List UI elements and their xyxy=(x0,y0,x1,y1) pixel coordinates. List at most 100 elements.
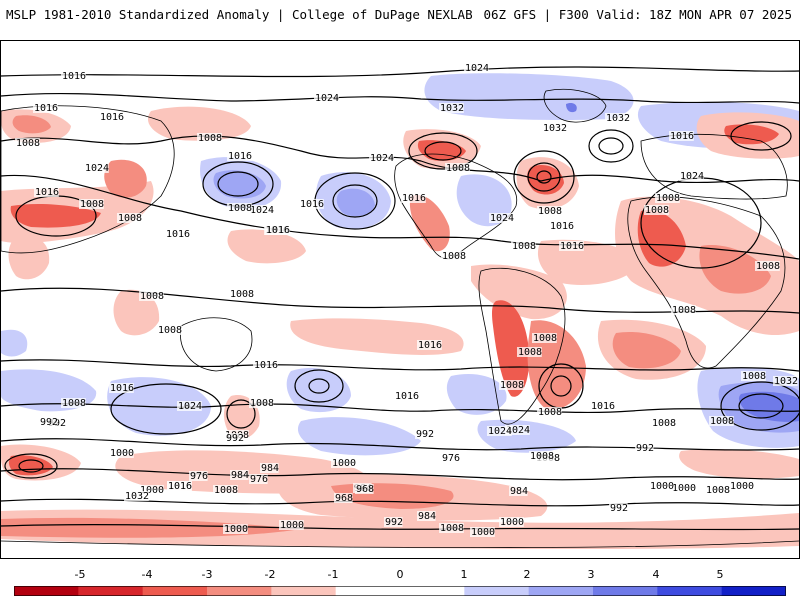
colorbar-gradient xyxy=(14,586,786,596)
isobar-closed-contour xyxy=(332,184,378,218)
anomaly-negative-region xyxy=(724,124,779,145)
isobar-label-bg xyxy=(509,486,528,496)
isobar-label: 976 xyxy=(442,453,460,464)
colorbar-segment xyxy=(207,586,272,596)
isobar-label: 1008 xyxy=(214,485,238,496)
isobar-closed-contour xyxy=(513,150,575,204)
anomaly-negative-region xyxy=(699,245,771,294)
isobar-label: 1016 xyxy=(670,131,694,142)
isobar-label-bg xyxy=(649,481,674,491)
isobar-label-bg xyxy=(609,503,628,513)
isobar-closed-contour xyxy=(598,137,624,155)
isobar-label: 1024 xyxy=(250,205,274,216)
isobar-label-bg xyxy=(537,407,562,417)
isobar-label: 1000 xyxy=(730,481,754,492)
isobar-closed-contour xyxy=(424,141,462,161)
isobar-label: 1008 xyxy=(645,205,669,216)
isobar-label-bg xyxy=(559,241,584,251)
colorbar-tick-label: -2 xyxy=(264,568,276,581)
isobar-label-bg xyxy=(384,517,403,527)
isobar-label: 1032 xyxy=(543,123,567,134)
isobar-label: 1008 xyxy=(538,407,562,418)
anomaly-negative-region xyxy=(471,264,567,320)
isobar-label: 1008 xyxy=(706,485,730,496)
anomaly-positive-region xyxy=(446,373,507,415)
isobar-label: 992 xyxy=(40,417,58,428)
isobar-label: 1024 xyxy=(680,171,704,182)
isobar-label: 1016 xyxy=(62,71,86,82)
isobar-line xyxy=(1,135,799,184)
south-america-coast xyxy=(478,267,566,425)
isobar-label: 984 xyxy=(261,463,279,474)
isobar-label-bg xyxy=(671,483,696,493)
isobar-label-bg xyxy=(537,206,562,216)
isobar-label-bg xyxy=(33,103,58,113)
header: MSLP 1981-2010 Standardized Anomaly | Co… xyxy=(0,0,800,30)
isobar-label: 1024 xyxy=(85,163,109,174)
isobar-label: 1008 xyxy=(198,133,222,144)
colorbar-tick-label: -1 xyxy=(327,568,339,581)
isobar-label: 1008 xyxy=(140,291,164,302)
anomaly-positive-region xyxy=(286,367,351,413)
isobar-label: 1000 xyxy=(672,483,696,494)
isobar-label-bg xyxy=(314,93,339,103)
isobar-label-bg xyxy=(167,481,192,491)
isobar-label-bg xyxy=(279,520,304,530)
isobar-closed-contour xyxy=(408,132,478,170)
isobar-label-bg xyxy=(441,251,466,261)
isobar-label-bg xyxy=(401,193,426,203)
isobar-label: 992 xyxy=(416,429,434,440)
isobar-label: 1000 xyxy=(140,485,164,496)
isobar-label-bg xyxy=(635,443,654,453)
africa-coast xyxy=(627,196,786,369)
anomaly-negative-region xyxy=(537,239,641,285)
isobar-label-bg xyxy=(249,205,274,215)
isobar-label: 1000 xyxy=(280,520,304,531)
isobar-label: 1008 xyxy=(118,213,142,224)
isobar-label: 1016 xyxy=(35,187,59,198)
isobar-label: 1016 xyxy=(395,391,419,402)
isobar-label: 1000 xyxy=(332,458,356,469)
isobar-label: 1016 xyxy=(402,193,426,204)
isobar-label: 1000 xyxy=(471,527,495,538)
isobar-closed-contour xyxy=(4,453,58,479)
isobar-label: 1032 xyxy=(440,103,464,114)
anomaly-positive-region xyxy=(738,391,799,422)
isobar-label-bg xyxy=(441,453,460,463)
isobar-label-bg xyxy=(741,371,766,381)
isobar-label-bg xyxy=(139,291,164,301)
isobar-label: 1008 xyxy=(442,251,466,262)
isobar-label: 1000 xyxy=(650,481,674,492)
isobar-label-bg xyxy=(532,333,557,343)
colorbar-segment xyxy=(78,586,144,596)
isobar-line xyxy=(1,468,799,481)
isobar-label-bg xyxy=(709,416,734,426)
colorbar-segment xyxy=(335,586,401,596)
isobar-label-bg xyxy=(165,229,190,239)
colorbar-segment xyxy=(14,586,79,596)
isobar-label: 984 xyxy=(418,511,436,522)
isobar-label-bg xyxy=(517,347,542,357)
isobar-label: 1000 xyxy=(110,448,134,459)
anomaly-positive-region xyxy=(297,417,421,456)
isobar-label: 1016 xyxy=(228,151,252,162)
isobar-labels: 1016 1024 1032 1032 1016 1024 1032 1016 1008 1016… xyxy=(15,63,798,538)
colorbar-tick-label: -3 xyxy=(201,568,213,581)
isobar-label-bg xyxy=(249,398,274,408)
isobar-closed-contour xyxy=(294,369,344,403)
isobar-label-bg xyxy=(542,123,567,133)
isobar-label: 1016 xyxy=(300,199,324,210)
isobar-label: 1016 xyxy=(591,401,615,412)
isobar-label-bg xyxy=(729,481,754,491)
isobar-label-bg xyxy=(223,524,248,534)
isobar-label-bg xyxy=(79,199,104,209)
isobar-label: 1008 xyxy=(512,241,536,252)
isobar-label: 984 xyxy=(510,486,528,497)
isobar-label-bg xyxy=(139,485,164,495)
isobar-label-bg xyxy=(679,171,704,181)
isobar-label: 1024 xyxy=(488,426,512,437)
anomaly-colorbar: -5 -4 -3 -2 -1 0 1 2 3 4 5 xyxy=(0,568,800,600)
isobar-label: 1016 xyxy=(100,112,124,123)
isobar-label-bg xyxy=(109,448,134,458)
isobar-label-bg xyxy=(644,205,669,215)
